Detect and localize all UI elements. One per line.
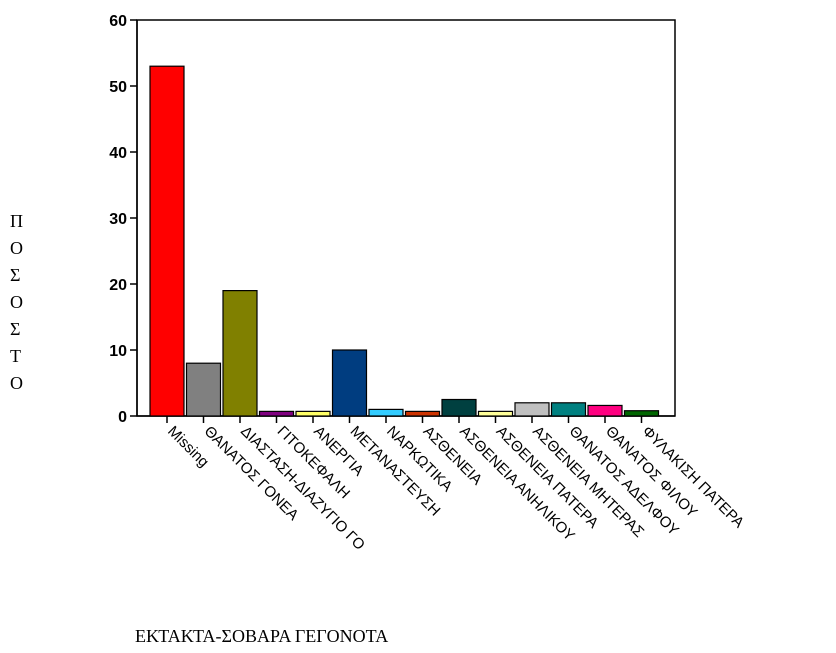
- bars: [149, 65, 660, 417]
- bar: [441, 398, 477, 417]
- y-tick-label: 20: [109, 277, 127, 294]
- bar: [295, 410, 331, 417]
- bar: [550, 402, 587, 417]
- y-axis-title-letter: Ο: [10, 292, 23, 312]
- bar: [331, 349, 368, 417]
- bar: [623, 410, 660, 417]
- y-tick-label: 30: [109, 211, 127, 228]
- y-tick-label: 60: [109, 13, 127, 30]
- y-tick-label: 0: [118, 409, 127, 426]
- y-axis-title-letter: Τ: [10, 346, 21, 366]
- bar: [514, 402, 550, 417]
- bar: [587, 404, 623, 417]
- y-axis-title-letter: Ο: [10, 238, 23, 258]
- y-tick-label: 50: [109, 79, 127, 96]
- bar: [368, 408, 404, 417]
- bar: [222, 290, 258, 417]
- y-tick-label: 40: [109, 145, 127, 162]
- y-axis-title-letter: Σ: [10, 319, 20, 339]
- y-axis-ticks: 0 10 20 30 40 50 60: [109, 13, 137, 426]
- bar: [185, 362, 222, 417]
- bar: [404, 410, 441, 417]
- bar: [149, 65, 185, 417]
- bar: [258, 410, 295, 417]
- y-axis-title-letter: Σ: [10, 265, 20, 285]
- y-axis-title-letter: Ο: [10, 373, 23, 393]
- y-axis-title-letter: Π: [10, 211, 23, 231]
- plot-frame: [136, 19, 676, 417]
- bar: [477, 410, 514, 417]
- y-tick-label: 10: [109, 343, 127, 360]
- x-axis-title: ΕΚΤΑΚΤΑ-ΣΟΒΑΡΑ ΓΕΓΟΝΟΤΑ: [135, 626, 388, 646]
